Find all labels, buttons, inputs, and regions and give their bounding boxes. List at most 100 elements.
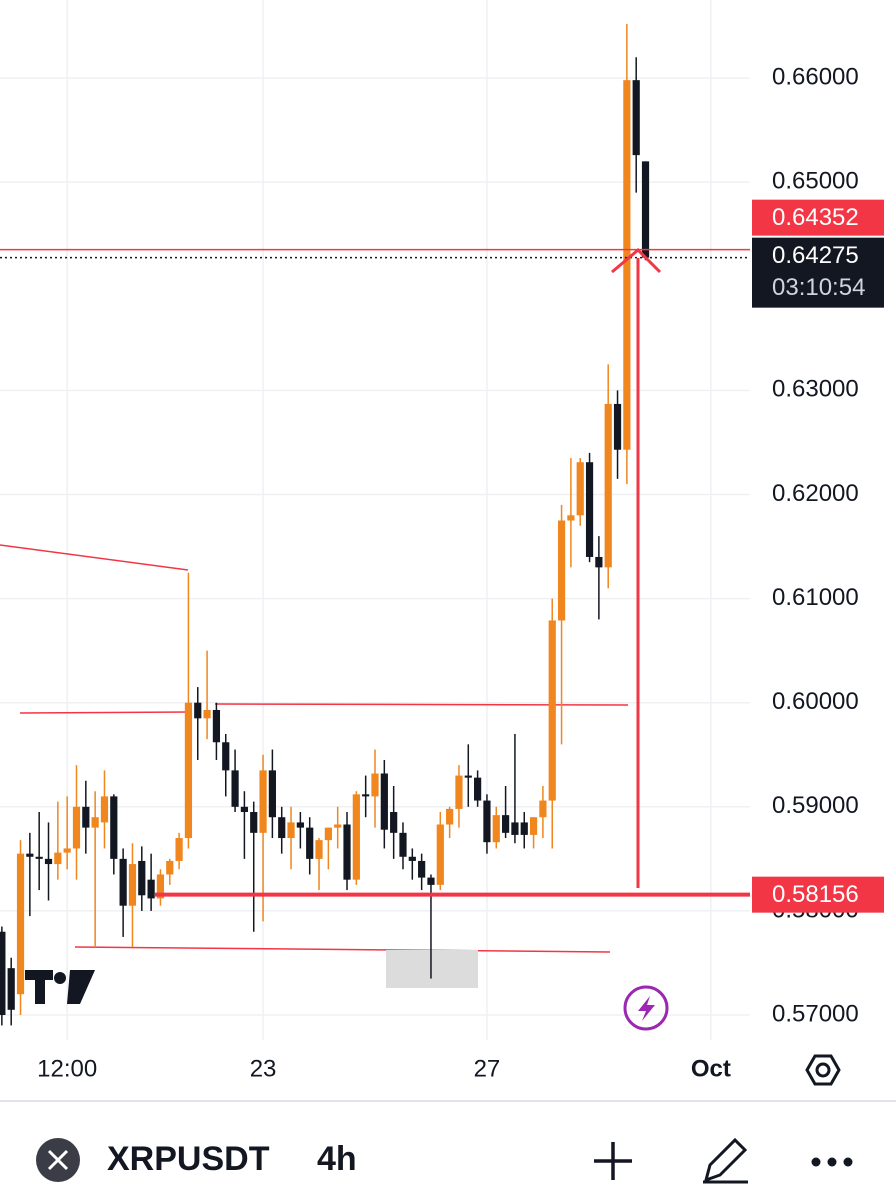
- level-line: [214, 703, 629, 706]
- candle-body: [35, 856, 43, 859]
- candle-body: [287, 822, 295, 839]
- x-tick-label: 23: [250, 1055, 277, 1082]
- x-tick-label: Oct: [691, 1055, 731, 1082]
- y-tick-label: 0.60000: [772, 688, 859, 715]
- candle-body: [250, 812, 258, 833]
- candle-body: [334, 824, 342, 828]
- overlay: [0, 248, 750, 897]
- candle-body: [520, 822, 528, 835]
- candle-body: [446, 808, 454, 825]
- candle-body: [362, 794, 370, 797]
- candle-body: [296, 822, 304, 828]
- symbol[interactable]: XRPUSDT: [107, 1140, 270, 1178]
- candle-body: [436, 824, 444, 885]
- candle-body: [483, 800, 491, 843]
- candles: [0, 23, 650, 1026]
- y-tick-label: 0.59000: [772, 792, 859, 819]
- add-button[interactable]: [594, 1142, 632, 1180]
- x-tick-label: 12:00: [37, 1055, 97, 1082]
- candle-body: [324, 827, 332, 841]
- candle-body: [16, 853, 25, 995]
- draw-button[interactable]: [703, 1137, 748, 1184]
- candle-body: [585, 462, 594, 557]
- candle-body: [54, 852, 62, 865]
- candle-body: [557, 520, 566, 621]
- y-tick-label: 0.63000: [772, 376, 859, 403]
- candle-body: [315, 840, 323, 859]
- candle-body: [278, 817, 286, 839]
- candle-body: [390, 812, 398, 833]
- candle-body: [184, 702, 193, 839]
- y-tick-label: 0.57000: [772, 1000, 859, 1027]
- candle-body: [641, 161, 650, 258]
- candle-body: [408, 856, 416, 861]
- candle-body: [175, 838, 183, 861]
- candle-body: [7, 968, 15, 1010]
- candle-body: [259, 770, 267, 833]
- settings-button[interactable]: [805, 1054, 841, 1086]
- lightning-button[interactable]: [623, 985, 669, 1031]
- price-label-box: [752, 199, 884, 236]
- candle-body: [240, 806, 249, 813]
- y-tick-label: 0.65000: [772, 168, 859, 195]
- candle-body: [63, 848, 71, 853]
- candle-body: [539, 800, 547, 818]
- grid: [0, 0, 750, 1040]
- y-tick-label: 0.66000: [772, 63, 859, 90]
- candle-body: [100, 796, 109, 823]
- candle-body: [548, 620, 556, 801]
- candle-body: [44, 858, 53, 865]
- candle-body: [91, 817, 99, 828]
- current-price-label: 0.64275: [772, 242, 859, 269]
- candle-body: [306, 827, 314, 859]
- price-label: 0.64352: [772, 204, 859, 231]
- countdown-label: 03:10:54: [772, 274, 865, 301]
- price-label: 0.58156: [772, 881, 859, 908]
- candle-body: [72, 806, 81, 849]
- y-tick-label: 0.62000: [772, 480, 859, 507]
- candle-body: [501, 815, 510, 833]
- candle-body: [529, 817, 538, 835]
- candle-body: [119, 858, 127, 906]
- more-button[interactable]: [811, 1157, 853, 1167]
- candle-body: [613, 403, 622, 450]
- level-line: [74, 946, 611, 953]
- candle-body: [203, 709, 211, 719]
- candle-body: [492, 815, 500, 843]
- interval[interactable]: 4h: [317, 1140, 357, 1178]
- candle-body: [380, 773, 388, 830]
- candle-body: [418, 860, 426, 878]
- candle-body: [604, 403, 612, 568]
- zone-box: [386, 950, 478, 988]
- candle-body: [343, 824, 351, 880]
- price-label-box: [752, 876, 884, 913]
- candle-body: [352, 794, 360, 880]
- candle-body: [632, 80, 640, 156]
- candle-body: [268, 770, 276, 818]
- candle-body: [595, 556, 603, 568]
- current-price-box: [752, 237, 884, 308]
- candle-body: [26, 853, 34, 857]
- candle-body: [567, 515, 575, 521]
- y-tick-label: 0.61000: [772, 584, 859, 611]
- candle-body: [147, 879, 155, 899]
- candle-body: [399, 832, 407, 857]
- candle-body: [166, 860, 174, 875]
- candle-body: [455, 775, 463, 809]
- x-tick-label: 27: [474, 1055, 501, 1082]
- candle-body: [0, 931, 6, 1016]
- candle-body: [156, 874, 165, 899]
- close-symbol-button[interactable]: [36, 1138, 80, 1182]
- candle-body: [576, 462, 584, 516]
- trend-line: [0, 544, 189, 571]
- candle-body: [194, 702, 202, 719]
- candle-body: [138, 860, 146, 896]
- candle-body: [464, 775, 472, 778]
- candle-body: [110, 796, 118, 859]
- candle-body: [511, 822, 519, 835]
- candle-body: [231, 770, 239, 807]
- candle-body: [427, 877, 435, 885]
- arrow-head: [611, 247, 662, 274]
- candle-body: [222, 742, 230, 771]
